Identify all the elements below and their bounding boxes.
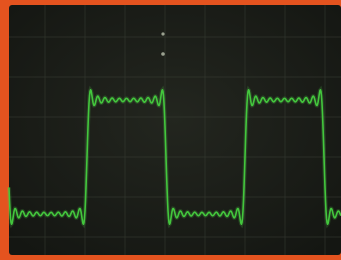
oscilloscope-photo bbox=[0, 0, 341, 260]
page: (() => { const ns = 'http://www.w3.org/2… bbox=[0, 0, 341, 260]
screen-dot bbox=[161, 32, 164, 35]
screen-dot bbox=[161, 52, 165, 56]
